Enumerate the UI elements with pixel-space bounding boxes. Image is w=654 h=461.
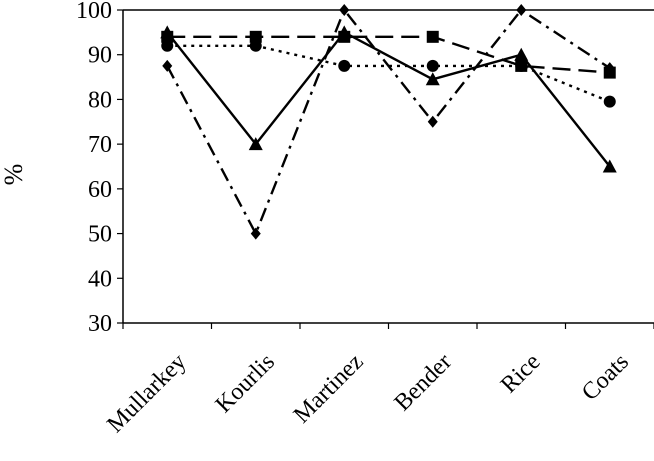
- triangle-marker: [248, 137, 263, 151]
- diamond-marker: [516, 4, 527, 16]
- circle-marker: [515, 59, 528, 72]
- y-tick-label: 30: [88, 311, 112, 337]
- square-marker: [426, 30, 439, 43]
- circle-marker: [249, 39, 262, 52]
- diamond-marker: [250, 227, 261, 240]
- x-tick-label: Kourlis: [211, 349, 280, 418]
- y-tick-label: 90: [88, 43, 112, 69]
- circle-marker: [338, 59, 351, 72]
- x-tick-label: Bender: [390, 349, 457, 416]
- series-diamond: [162, 4, 615, 240]
- square-marker: [603, 66, 616, 79]
- y-tick-label: 60: [88, 177, 112, 203]
- triangle-marker: [602, 159, 617, 173]
- series-line: [166, 30, 611, 168]
- x-axis-ticks: Mullarkey Kourlis Martinez Bender Rice Coats: [102, 323, 654, 438]
- chart-series: [160, 4, 617, 240]
- y-tick-label: 80: [88, 87, 112, 113]
- diamond-marker: [427, 115, 438, 128]
- y-tick-label: 50: [88, 222, 112, 248]
- series-line: [167, 44, 611, 103]
- circle-marker: [426, 59, 439, 72]
- triangle-marker: [514, 47, 529, 61]
- y-axis-label: %: [0, 164, 28, 186]
- x-tick-label: Rice: [496, 349, 545, 398]
- circle-marker: [603, 95, 616, 108]
- x-tick-label: Coats: [577, 349, 634, 406]
- series-triangle: [160, 25, 617, 173]
- diamond-marker: [339, 4, 350, 16]
- x-tick-label: Martinez: [289, 349, 369, 429]
- y-tick-label: 70: [88, 132, 112, 158]
- x-tick-label: Mullarkey: [102, 349, 191, 438]
- square-marker: [249, 30, 262, 43]
- series-line: [167, 35, 610, 74]
- triangle-marker: [425, 72, 440, 86]
- series-circle: [161, 39, 616, 108]
- y-tick-label: 100: [76, 0, 112, 24]
- y-axis-ticks: 30 40 50 60 70 80 90 100: [76, 0, 123, 337]
- triangle-marker: [337, 25, 352, 39]
- y-tick-label: 40: [88, 266, 112, 292]
- series-line: [166, 7, 611, 237]
- triangle-marker: [160, 25, 175, 39]
- circle-marker: [161, 39, 174, 52]
- diamond-marker: [162, 59, 173, 72]
